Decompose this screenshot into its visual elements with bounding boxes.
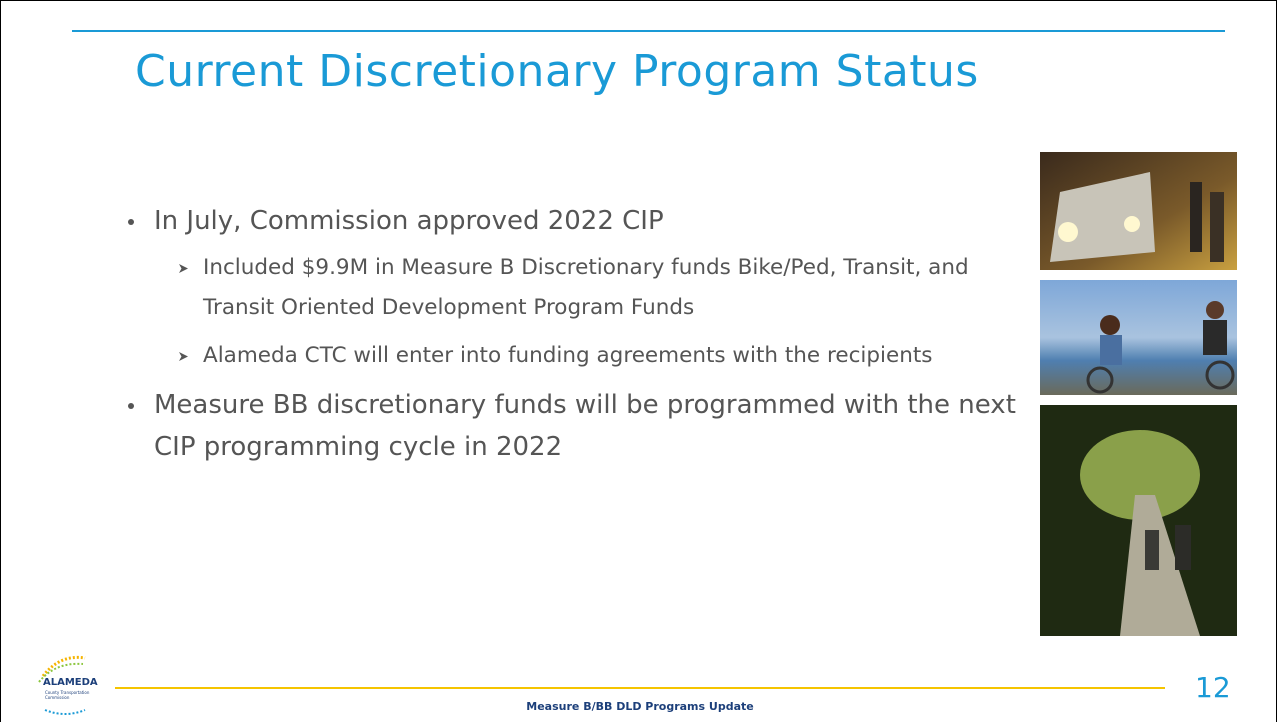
photo-train [1040, 152, 1237, 270]
slide-title: Current Discretionary Program Status [135, 46, 979, 97]
sub-bullet-text: Included $9.9M in Measure B Discretionar… [203, 255, 969, 320]
arrow-marker [179, 352, 188, 361]
sub-bullet: Included $9.9M in Measure B Discretionar… [116, 248, 1026, 328]
bullet-text: Measure BB discretionary funds will be p… [154, 390, 1016, 462]
arrow-marker [179, 264, 188, 273]
bullet-dot [128, 403, 134, 409]
bullet-list: In July, Commission approved 2022 CIP Inc… [116, 200, 1026, 474]
bullet-dot [128, 219, 134, 225]
logo-name: ALAMEDA [43, 677, 98, 688]
page-number: 12 [1195, 671, 1231, 704]
footer-text: Measure B/BB DLD Programs Update [526, 700, 754, 713]
sub-bullet-text: Alameda CTC will enter into funding agre… [203, 343, 933, 368]
photo-path [1040, 405, 1237, 636]
footer-rule [115, 687, 1165, 689]
logo-subtitle: County Transportation Commission [45, 690, 90, 700]
logo-mark [38, 655, 86, 715]
bullet: Measure BB discretionary funds will be p… [116, 384, 1026, 468]
photo-bikes [1040, 280, 1237, 395]
top-rule [72, 30, 1225, 32]
bullet: In July, Commission approved 2022 CIP [116, 200, 1026, 242]
sub-list: Included $9.9M in Measure B Discretionar… [116, 248, 1026, 376]
sub-bullet: Alameda CTC will enter into funding agre… [116, 336, 1026, 376]
bullet-text: In July, Commission approved 2022 CIP [154, 206, 664, 236]
